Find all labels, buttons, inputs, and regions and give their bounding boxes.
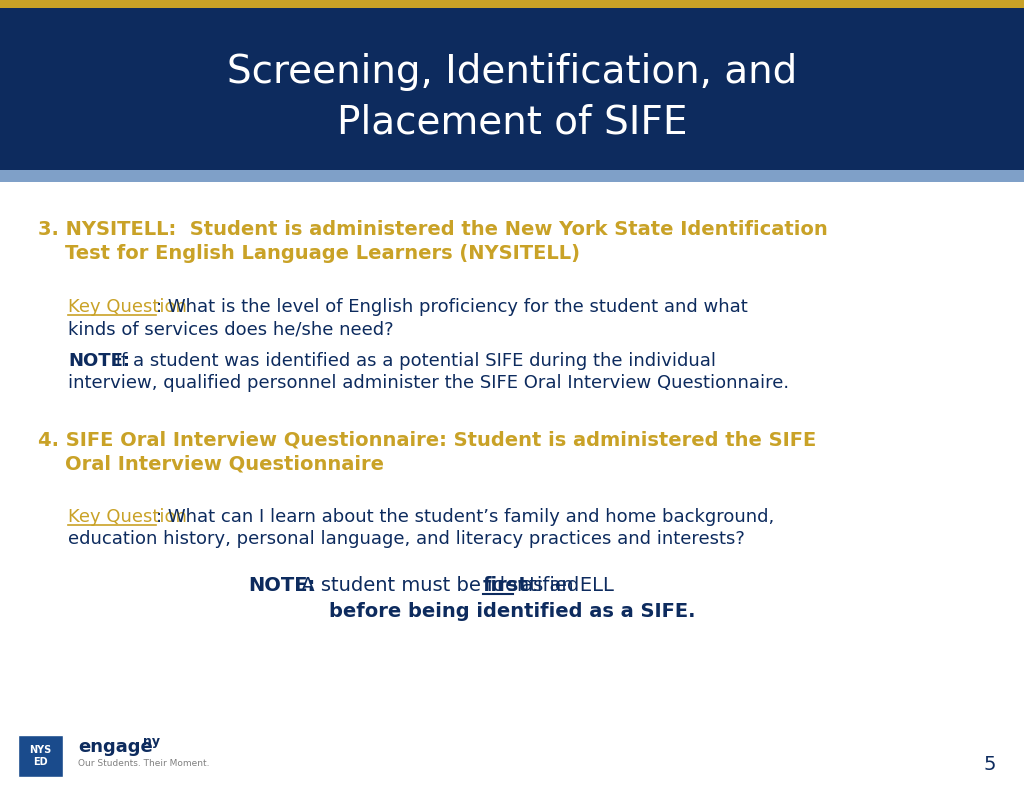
Text: : What can I learn about the student’s family and home background,: : What can I learn about the student’s f…	[156, 508, 774, 526]
Text: first: first	[483, 576, 528, 595]
Bar	[18, 735, 63, 777]
Text: before being identified as a SIFE.: before being identified as a SIFE.	[329, 602, 695, 621]
Text: education history, personal language, and literacy practices and interests?: education history, personal language, an…	[68, 530, 744, 548]
Bar	[0, 182, 1024, 791]
Text: Key Question: Key Question	[68, 298, 186, 316]
Text: as an ELL: as an ELL	[515, 576, 613, 595]
Text: : What is the level of English proficiency for the student and what: : What is the level of English proficien…	[156, 298, 748, 316]
Text: interview, qualified personnel administer the SIFE Oral Interview Questionnaire.: interview, qualified personnel administe…	[68, 374, 790, 392]
Text: Our Students. Their Moment.: Our Students. Their Moment.	[78, 759, 210, 769]
Text: Test for English Language Learners (NYSITELL): Test for English Language Learners (NYSI…	[38, 244, 580, 263]
Text: A student must be identified: A student must be identified	[295, 576, 586, 595]
Text: 4. SIFE Oral Interview Questionnaire: Student is administered the SIFE: 4. SIFE Oral Interview Questionnaire: St…	[38, 430, 816, 449]
Text: NOTE:: NOTE:	[68, 352, 130, 370]
Text: ny: ny	[143, 736, 160, 748]
Text: 5: 5	[984, 755, 996, 774]
Bar	[0, 0, 1024, 8]
Text: NYS
ED: NYS ED	[30, 745, 51, 766]
Text: Placement of SIFE: Placement of SIFE	[337, 103, 687, 141]
Text: engage: engage	[78, 738, 153, 756]
Text: Oral Interview Questionnaire: Oral Interview Questionnaire	[38, 454, 384, 473]
Text: NOTE:: NOTE:	[248, 576, 315, 595]
Text: Key Question: Key Question	[68, 508, 186, 526]
Bar	[0, 170, 1024, 182]
Text: kinds of services does he/she need?: kinds of services does he/she need?	[68, 320, 393, 338]
Bar	[0, 0, 1024, 170]
Text: If a student was identified as a potential SIFE during the individual: If a student was identified as a potenti…	[110, 352, 716, 370]
Text: Screening, Identification, and: Screening, Identification, and	[227, 53, 797, 91]
Text: 3. NYSITELL:  Student is administered the New York State Identification: 3. NYSITELL: Student is administered the…	[38, 220, 827, 239]
